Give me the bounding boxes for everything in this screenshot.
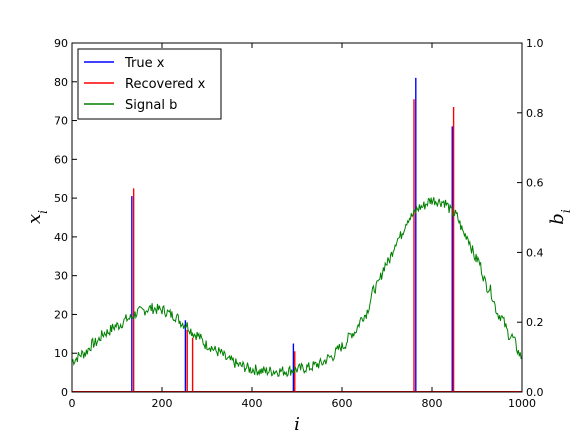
- legend: True x Recovered x Signal b: [77, 48, 222, 120]
- x-tick-label: 400: [242, 397, 263, 410]
- x-tick-label: 800: [422, 397, 443, 410]
- y-tick-label: 90: [54, 37, 68, 50]
- x-axis-label: i: [294, 414, 300, 435]
- y2-tick-label: 1.0: [526, 37, 544, 50]
- y2-tick-label: 0.4: [526, 246, 544, 259]
- signal-line: [71, 197, 523, 378]
- y-tick-label: 0: [61, 386, 68, 399]
- y-tick-label: 10: [54, 347, 68, 360]
- y-tick-label: 30: [54, 270, 68, 283]
- series-signal-b: [71, 197, 523, 378]
- legend-label: Signal b: [125, 98, 177, 113]
- x-tick-label: 1000: [508, 397, 536, 410]
- legend-label: Recovered x: [125, 77, 206, 92]
- y-tick-label: 20: [54, 308, 68, 321]
- y2-tick-label: 0.6: [526, 177, 544, 190]
- y2-tick-label: 0.0: [526, 386, 544, 399]
- x-tick-label: 600: [332, 397, 353, 410]
- x-tick-label: 200: [152, 397, 173, 410]
- y-tick-label: 70: [54, 115, 68, 128]
- x-tick-label: 0: [69, 397, 76, 410]
- y2-tick-label: 0.2: [526, 316, 544, 329]
- legend-label: True x: [124, 56, 165, 71]
- legend-box: [77, 48, 222, 120]
- y-tick-label: 40: [54, 231, 68, 244]
- y-tick-label: 80: [54, 76, 68, 89]
- y-tick-label: 60: [54, 153, 68, 166]
- y-tick-label: 50: [54, 192, 68, 205]
- plot-frame: [71, 42, 523, 393]
- ticks-layer: 0 200 400 600 800 1000 0 10 20 30 40 50 60 70 80 90 0.0 0…: [54, 37, 544, 410]
- y2-tick-label: 0.8: [526, 107, 544, 120]
